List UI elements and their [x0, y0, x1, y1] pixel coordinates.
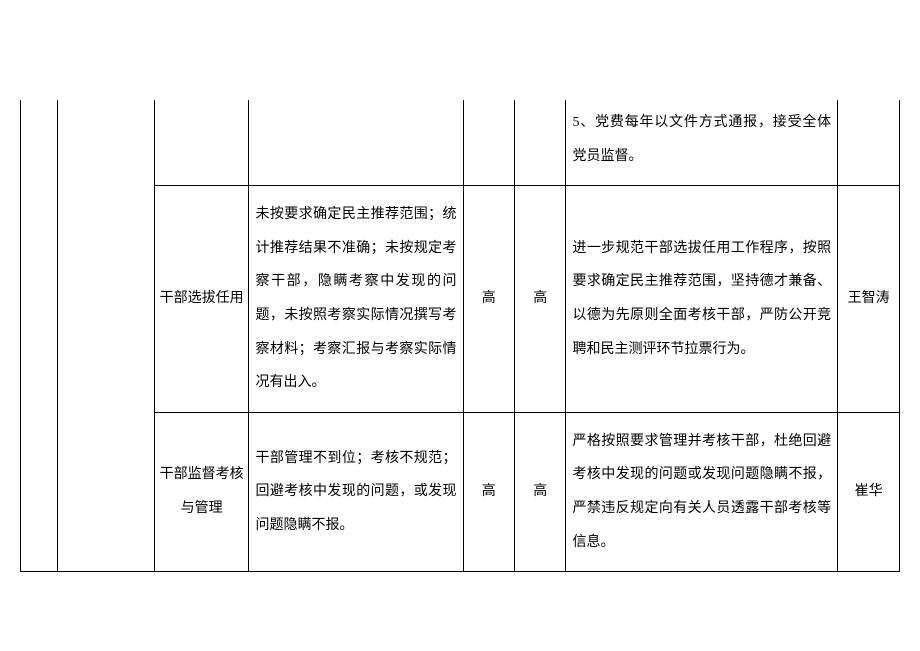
cell-r2-c3: 干部选拔任用 [154, 186, 249, 413]
cell-r1-c5 [463, 100, 514, 186]
cell-r2-c7: 进一步规范干部选拔任用工作程序，按照要求确定民主推荐范围，坚持德才兼备、以德为先… [566, 186, 838, 413]
cell-r2-c5: 高 [463, 186, 514, 413]
cell-r2-c4: 未按要求确定民主推荐范围；统计推荐结果不准确；未按规定考察干部，隐瞒考察中发现的… [249, 186, 463, 413]
cell-r3-c7: 严格按照要求管理并考核干部，杜绝回避考核中发现的问题或发现问题隐瞒不报，严禁违反… [566, 412, 838, 571]
risk-table: 5、党费每年以文件方式通报，接受全体党员监督。 干部选拔任用 未按要求确定民主推… [20, 100, 900, 572]
cell-r3-c6: 高 [515, 412, 566, 571]
cell-r3-c8: 崔华 [838, 412, 900, 571]
cell-r3-c4: 干部管理不到位；考核不规范；回避考核中发现的问题，或发现问题隐瞒不报。 [249, 412, 463, 571]
cell-r1-c3 [154, 100, 249, 186]
cell-r1-c4 [249, 100, 463, 186]
cell-r1-c8 [838, 100, 900, 186]
cell-r2-c8: 王智涛 [838, 186, 900, 413]
cell-col1 [21, 100, 58, 572]
cell-r2-c6: 高 [515, 186, 566, 413]
cell-r3-c5: 高 [463, 412, 514, 571]
cell-col2 [58, 100, 155, 572]
cell-r1-c6 [515, 100, 566, 186]
cell-r1-c7: 5、党费每年以文件方式通报，接受全体党员监督。 [566, 100, 838, 186]
cell-r3-c3: 干部监督考核与管理 [154, 412, 249, 571]
